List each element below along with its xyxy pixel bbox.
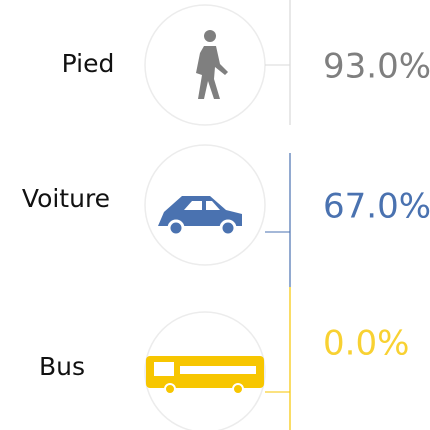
car-icon <box>158 196 242 237</box>
icon-ring <box>144 144 266 266</box>
walker-icon <box>196 30 228 99</box>
value-label: 67.0% <box>323 187 430 227</box>
category-label: Voiture <box>22 184 110 213</box>
icons <box>144 4 266 430</box>
category-label: Pied <box>62 49 115 78</box>
icon-ring <box>144 311 266 430</box>
category-label: Bus <box>39 352 85 381</box>
bus-icon <box>146 356 264 395</box>
value-label: 0.0% <box>323 324 409 364</box>
value-label: 93.0% <box>323 47 430 87</box>
